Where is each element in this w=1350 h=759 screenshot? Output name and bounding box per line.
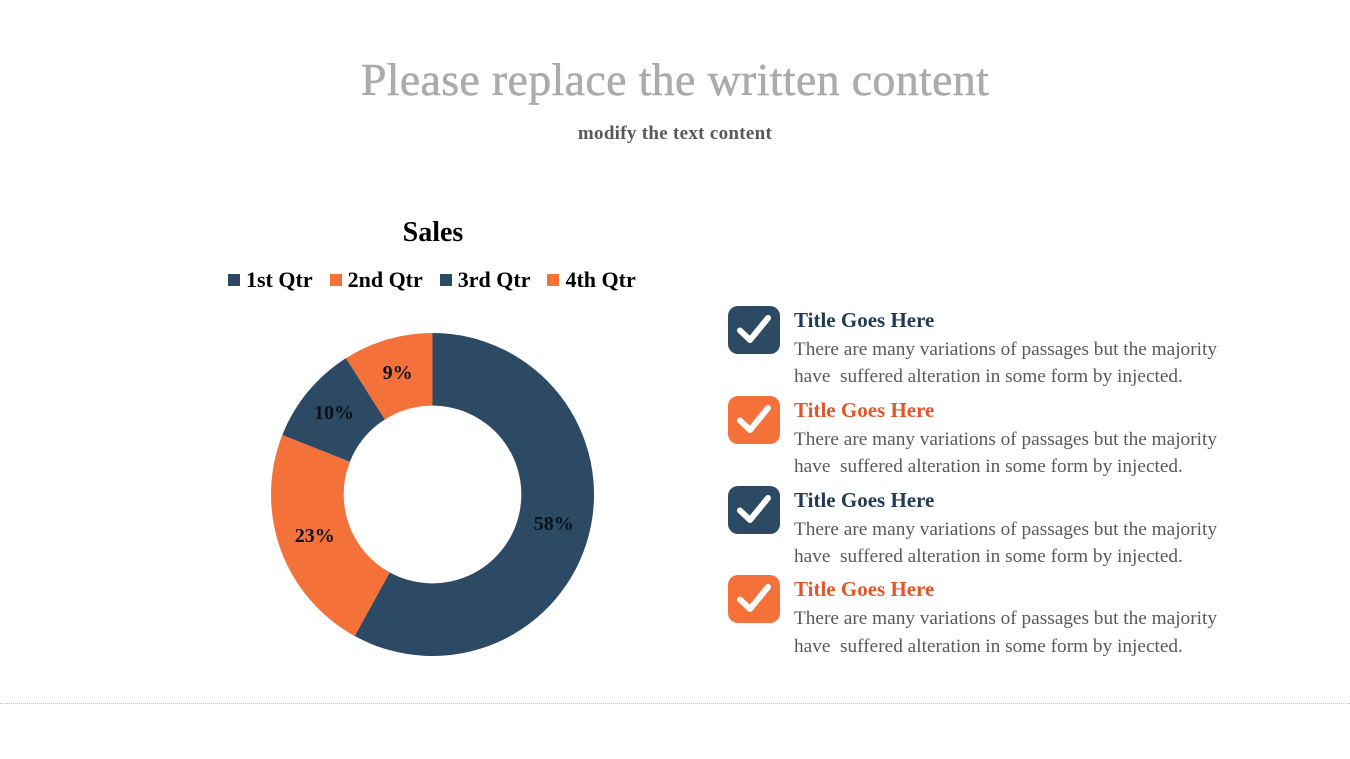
svg-text:23%: 23% <box>295 525 335 547</box>
svg-text:9%: 9% <box>383 362 413 384</box>
svg-text:58%: 58% <box>534 513 574 535</box>
svg-text:10%: 10% <box>314 402 354 424</box>
